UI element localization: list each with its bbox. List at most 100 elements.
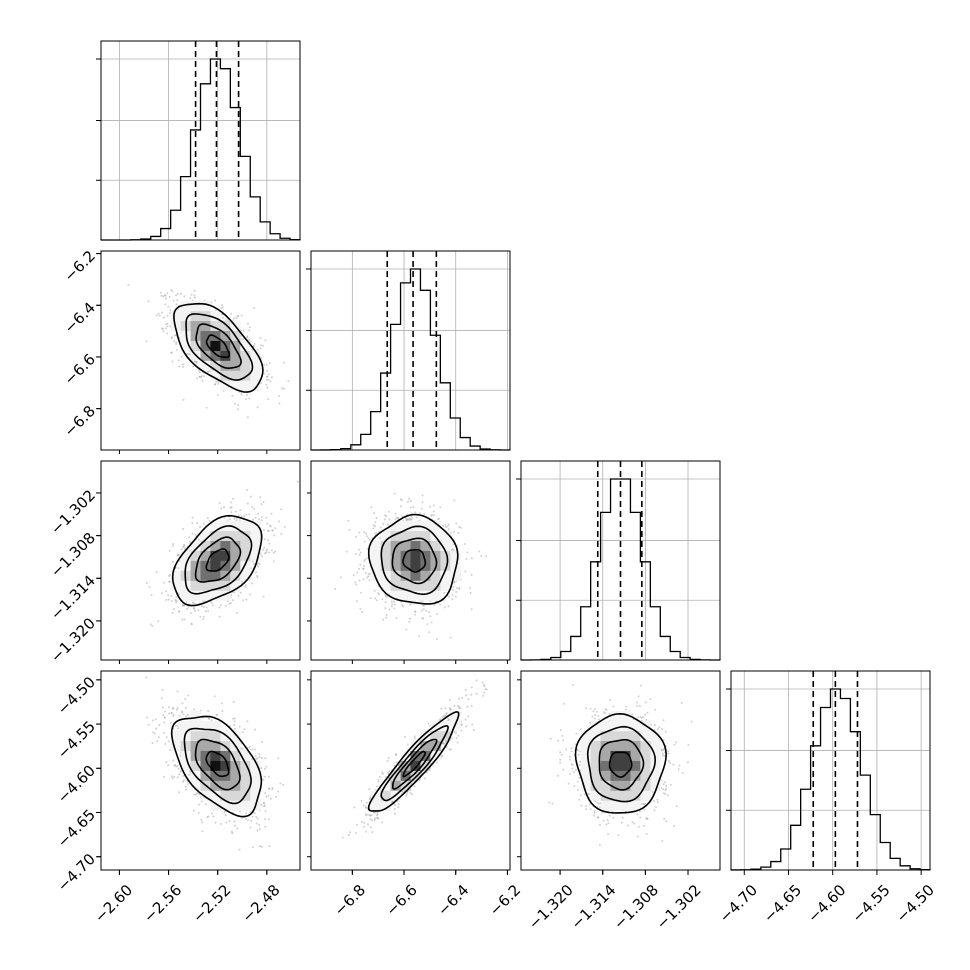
scatter-point <box>450 548 453 551</box>
scatter-point <box>178 365 181 368</box>
scatter-point <box>386 523 389 526</box>
scatter-point <box>253 342 256 345</box>
scatter-point <box>187 605 190 608</box>
scatter-point <box>237 594 240 597</box>
scatter-point <box>267 529 270 532</box>
scatter-point <box>249 593 251 596</box>
scatter-point <box>287 380 290 383</box>
scatter-point <box>443 606 446 609</box>
scatter-point <box>382 618 385 621</box>
scatter-point <box>373 512 376 515</box>
scatter-point <box>264 757 267 760</box>
scatter-point <box>236 611 239 614</box>
scatter-point <box>274 550 277 553</box>
scatter-point <box>247 322 249 325</box>
density-cell <box>420 540 431 551</box>
scatter-point <box>192 365 195 368</box>
scatter-point <box>269 380 272 383</box>
density-cell <box>200 330 211 341</box>
scatter-point <box>379 526 382 529</box>
scatter-point <box>360 591 362 594</box>
scatter-point <box>182 528 185 530</box>
scatter-point <box>447 523 450 526</box>
density-cell <box>410 530 421 541</box>
scatter-point <box>212 815 215 818</box>
contour-2-0-2 <box>194 536 242 583</box>
scatter-point <box>157 620 160 623</box>
scatter-point <box>267 373 270 376</box>
density-cell <box>390 520 401 532</box>
scatter-point <box>393 492 396 495</box>
density-cell <box>230 570 241 581</box>
scatter-point <box>243 515 246 518</box>
scatter-point <box>168 575 171 577</box>
scatter-point <box>451 548 454 551</box>
scatter-point <box>414 610 417 613</box>
scatter-point <box>182 365 185 368</box>
scatter-point <box>127 284 130 287</box>
density-cell <box>440 580 451 591</box>
density-cell <box>420 530 431 541</box>
scatter-point <box>241 731 244 734</box>
scatter-point <box>256 576 259 579</box>
scatter-point <box>358 548 360 551</box>
scatter-point <box>176 554 179 557</box>
scatter-point <box>248 338 251 341</box>
scatter-point <box>263 372 265 375</box>
scatter-point <box>196 522 199 525</box>
scatter-point <box>410 499 412 502</box>
scatter-point <box>265 363 268 366</box>
scatter-point <box>363 558 366 561</box>
scatter-point <box>161 327 164 330</box>
hist-frame-0 <box>100 40 301 241</box>
scatter-point <box>237 314 240 317</box>
scatter-point <box>429 505 432 508</box>
scatter-point <box>423 604 426 607</box>
scatter-point <box>358 531 361 534</box>
scatter-point <box>385 515 388 518</box>
scatter-point <box>388 518 391 521</box>
scatter-point <box>182 398 185 401</box>
density-cell <box>210 580 221 591</box>
scatter-point <box>231 497 234 500</box>
scatter-point <box>385 614 388 616</box>
scatter-point <box>375 517 378 520</box>
scatter-point <box>193 607 196 610</box>
scatter-point <box>386 596 388 599</box>
scatter-point <box>182 713 185 716</box>
scatter-point <box>220 507 223 510</box>
scatter-point <box>478 550 481 553</box>
density-cell <box>380 530 391 541</box>
scatter-point <box>214 299 216 302</box>
density-cell <box>210 360 221 371</box>
scatter-point <box>267 794 270 797</box>
scatter-point <box>266 375 269 378</box>
hist-panel-3 <box>726 670 931 871</box>
scatter-point <box>266 370 268 372</box>
scatter-point <box>394 518 397 521</box>
density-cell <box>430 540 441 551</box>
scatter-point <box>358 567 360 570</box>
scatter-point <box>374 597 377 600</box>
scatter-point <box>168 580 171 583</box>
density-cell <box>240 360 251 371</box>
scatter-point <box>251 758 253 761</box>
scatter-point <box>384 595 387 598</box>
scatter-point <box>191 532 194 535</box>
scatter-point <box>168 549 171 552</box>
scatter-point <box>251 348 254 351</box>
hist-frame-1 <box>310 250 511 451</box>
contour-2-0-1 <box>184 525 253 595</box>
scatter-point <box>256 562 259 565</box>
scatter-point <box>236 827 239 830</box>
density-cell <box>250 530 261 541</box>
scatter-point <box>233 317 236 320</box>
scatter-point <box>439 506 442 509</box>
scatter-point <box>347 519 350 522</box>
scatter-point <box>393 600 395 603</box>
scatter-point <box>230 511 233 514</box>
scatter-point <box>195 361 198 364</box>
scatter-point <box>435 638 438 640</box>
scatter-point <box>163 294 166 297</box>
scatter-point <box>176 554 179 557</box>
